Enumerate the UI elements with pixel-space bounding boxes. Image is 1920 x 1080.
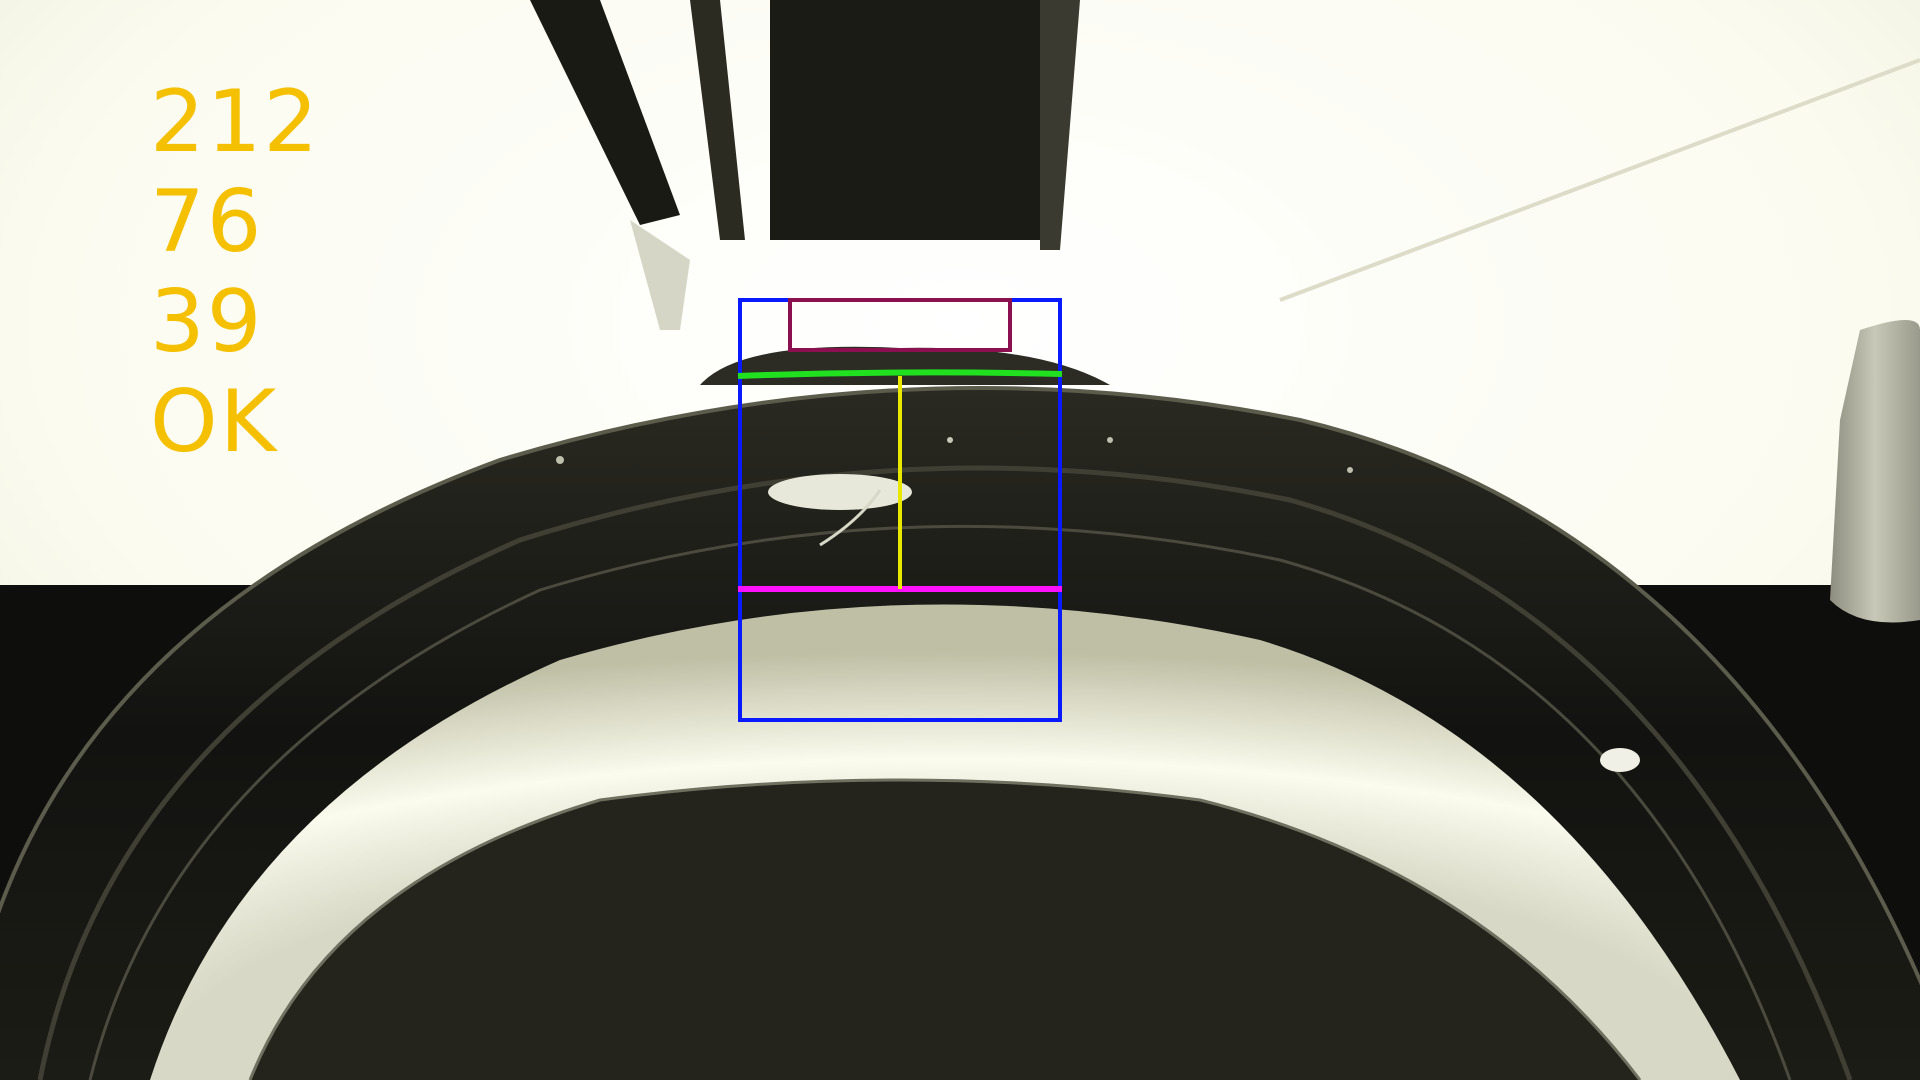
background-streak bbox=[1279, 58, 1920, 302]
tool-left-arm bbox=[530, 0, 680, 225]
upper-edge-line bbox=[737, 369, 1063, 379]
reflection-spot-right bbox=[1600, 748, 1640, 772]
debris-dot bbox=[1107, 437, 1113, 443]
readout-value-1: 212 bbox=[150, 72, 321, 172]
tool-tip-glare bbox=[630, 220, 690, 330]
readout-value-2: 76 bbox=[150, 172, 264, 272]
readout-status: OK bbox=[150, 372, 279, 472]
rim-groove-1 bbox=[37, 465, 1853, 1080]
lens-center bbox=[250, 780, 1640, 1080]
rim-groove-2 bbox=[88, 524, 1792, 1080]
measurement-readout: 212 76 39 OK bbox=[150, 72, 320, 472]
readout-value-3: 39 bbox=[150, 272, 264, 372]
tool-right-edge bbox=[1040, 0, 1080, 250]
reference-region-box bbox=[788, 298, 1012, 352]
rim-edge bbox=[0, 386, 1920, 986]
debris-dot bbox=[947, 437, 953, 443]
debris-dot bbox=[1347, 467, 1353, 473]
lens-edge bbox=[248, 778, 1642, 1080]
debris-dot bbox=[556, 456, 564, 464]
reflection-spot bbox=[768, 474, 912, 510]
tool-block bbox=[770, 0, 1040, 240]
side-clamp bbox=[1830, 320, 1920, 623]
tool-guide bbox=[690, 0, 745, 240]
fiber-debris bbox=[819, 489, 882, 547]
